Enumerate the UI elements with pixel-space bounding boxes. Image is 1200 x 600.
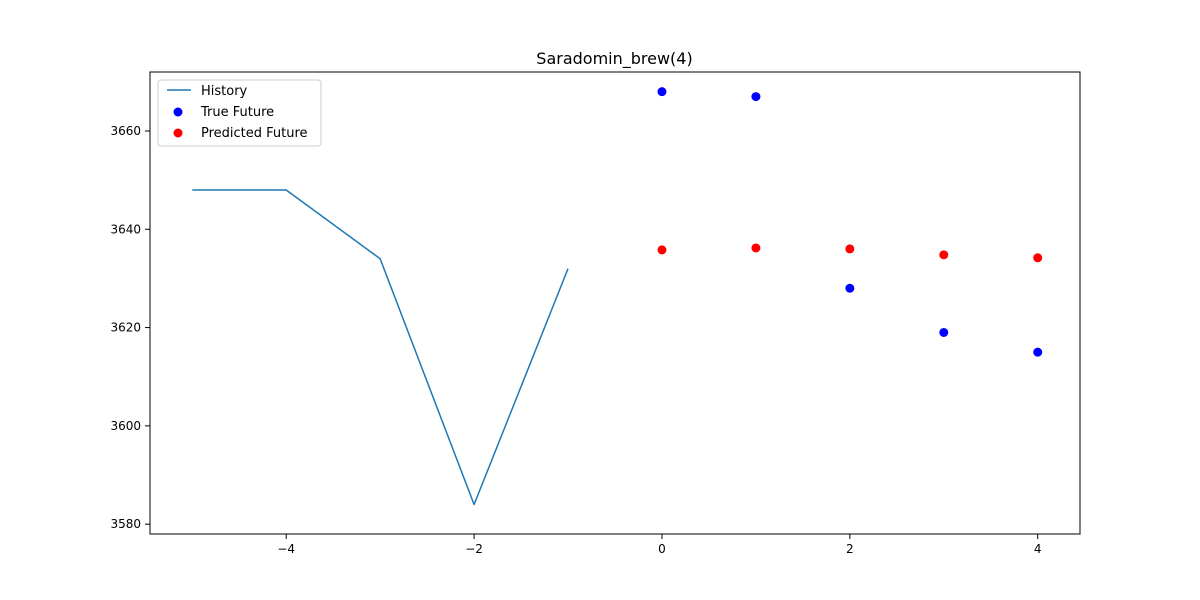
x-tick-label: −4 — [277, 542, 295, 556]
y-tick-label: 3640 — [110, 222, 141, 236]
chart-title: Saradomin_brew(4) — [536, 49, 692, 69]
x-tick-label: 0 — [658, 542, 666, 556]
point-true-future — [1033, 347, 1043, 357]
legend: History True Future Predicted Future — [157, 79, 322, 147]
series-line-history — [192, 189, 569, 506]
point-true-future — [657, 87, 667, 97]
axes: −4 −2 0 2 4 3580 3600 3620 3640 3660 — [110, 71, 1081, 556]
legend-label: Predicted Future — [201, 126, 308, 141]
y-tick-label: 3600 — [110, 419, 141, 433]
point-predicted-future — [751, 243, 761, 253]
y-tick-label: 3660 — [110, 124, 141, 138]
legend-box — [157, 79, 322, 147]
plot-area — [192, 87, 1043, 506]
point-predicted-future — [845, 244, 855, 254]
axes-frame — [149, 71, 1081, 535]
point-true-future — [845, 283, 855, 293]
legend-swatch-marker — [173, 107, 183, 117]
point-predicted-future — [939, 250, 949, 260]
point-true-future — [939, 327, 949, 337]
x-tick-label: 4 — [1034, 542, 1042, 556]
legend-label: True Future — [200, 105, 274, 120]
x-tick-label: 2 — [846, 542, 854, 556]
y-tick-label: 3620 — [110, 321, 141, 335]
point-true-future — [751, 92, 761, 102]
legend-label: History — [201, 84, 248, 99]
x-tick-label: −2 — [465, 542, 483, 556]
legend-swatch-marker — [173, 128, 183, 138]
point-predicted-future — [657, 245, 667, 255]
point-predicted-future — [1033, 253, 1043, 263]
y-tick-label: 3580 — [110, 517, 141, 531]
